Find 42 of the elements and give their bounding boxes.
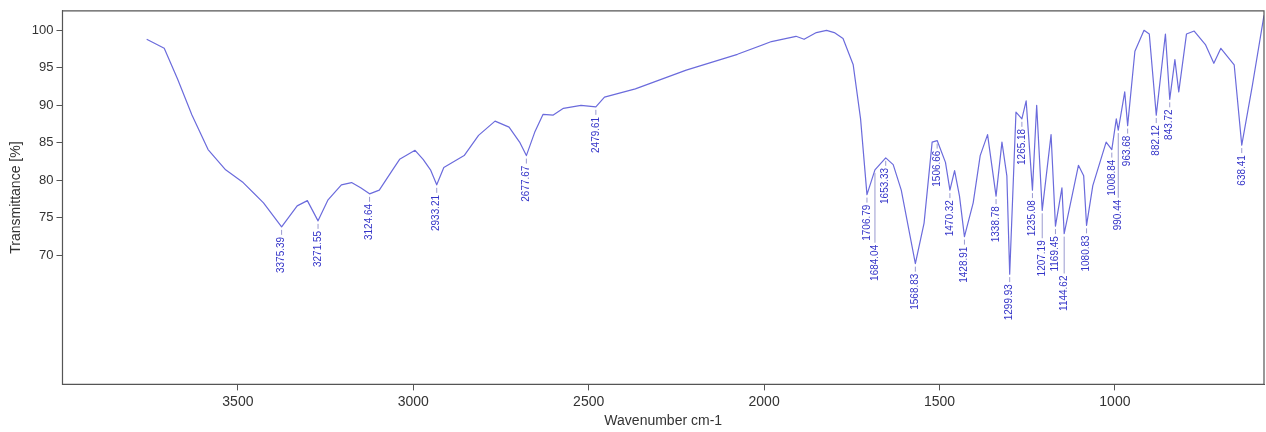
annotation: 990.44 [1112, 199, 1124, 231]
annotation: 1299.93 [1003, 283, 1015, 321]
annotation: 2933.21 [430, 194, 442, 231]
x-tick-label: 3500 [222, 392, 254, 409]
annotation: 1653.33 [879, 167, 891, 204]
x-tick-label: 3000 [397, 392, 430, 409]
y-tick-label: 85 [39, 134, 54, 150]
annotation: 1684.04 [868, 244, 880, 281]
annotation: 882.12 [1150, 124, 1162, 156]
annotation: 1207.19 [1035, 239, 1047, 277]
annotation: 638.41 [1235, 154, 1247, 186]
annotation: 3271.55 [311, 230, 323, 268]
annotation: 1169.45 [1049, 235, 1061, 272]
annotation: 963.68 [1121, 135, 1133, 167]
annotation: 1265.18 [1015, 128, 1027, 165]
annotation: 1706.79 [860, 204, 872, 241]
annotation: 1080.83 [1080, 234, 1092, 272]
x-tick-label: 1000 [1099, 392, 1131, 409]
annotation: 1428.91 [958, 246, 970, 283]
annotation: 1506.66 [930, 150, 942, 187]
annotation: 1235.08 [1026, 199, 1038, 237]
annotation: 1470.32 [943, 199, 955, 237]
y-tick-label: 100 [31, 21, 54, 37]
annotation: 2677.67 [520, 165, 532, 202]
annotation: 1144.62 [1057, 275, 1069, 311]
y-tick-label: 90 [39, 96, 54, 112]
annotation: 1338.78 [989, 205, 1001, 243]
annotation: 3375.39 [275, 236, 287, 274]
annotation: 843.72 [1163, 108, 1175, 140]
annotation: 1568.83 [909, 273, 921, 310]
x-axis-title: Wavenumber cm-1 [604, 412, 723, 429]
x-tick-label: 1500 [923, 392, 956, 409]
x-tick-label: 2500 [573, 392, 605, 409]
x-tick-label: 2000 [748, 392, 780, 409]
annotation: 2479.61 [589, 116, 601, 153]
annotation: 3124.64 [363, 203, 375, 241]
y-tick-label: 95 [39, 59, 54, 75]
y-axis-title: Transmittance [%] [7, 141, 24, 254]
annotation: 1008.84 [1105, 159, 1117, 196]
y-tick-label: 75 [39, 209, 54, 225]
y-tick-label: 70 [39, 246, 54, 262]
y-tick-label: 80 [39, 171, 54, 187]
